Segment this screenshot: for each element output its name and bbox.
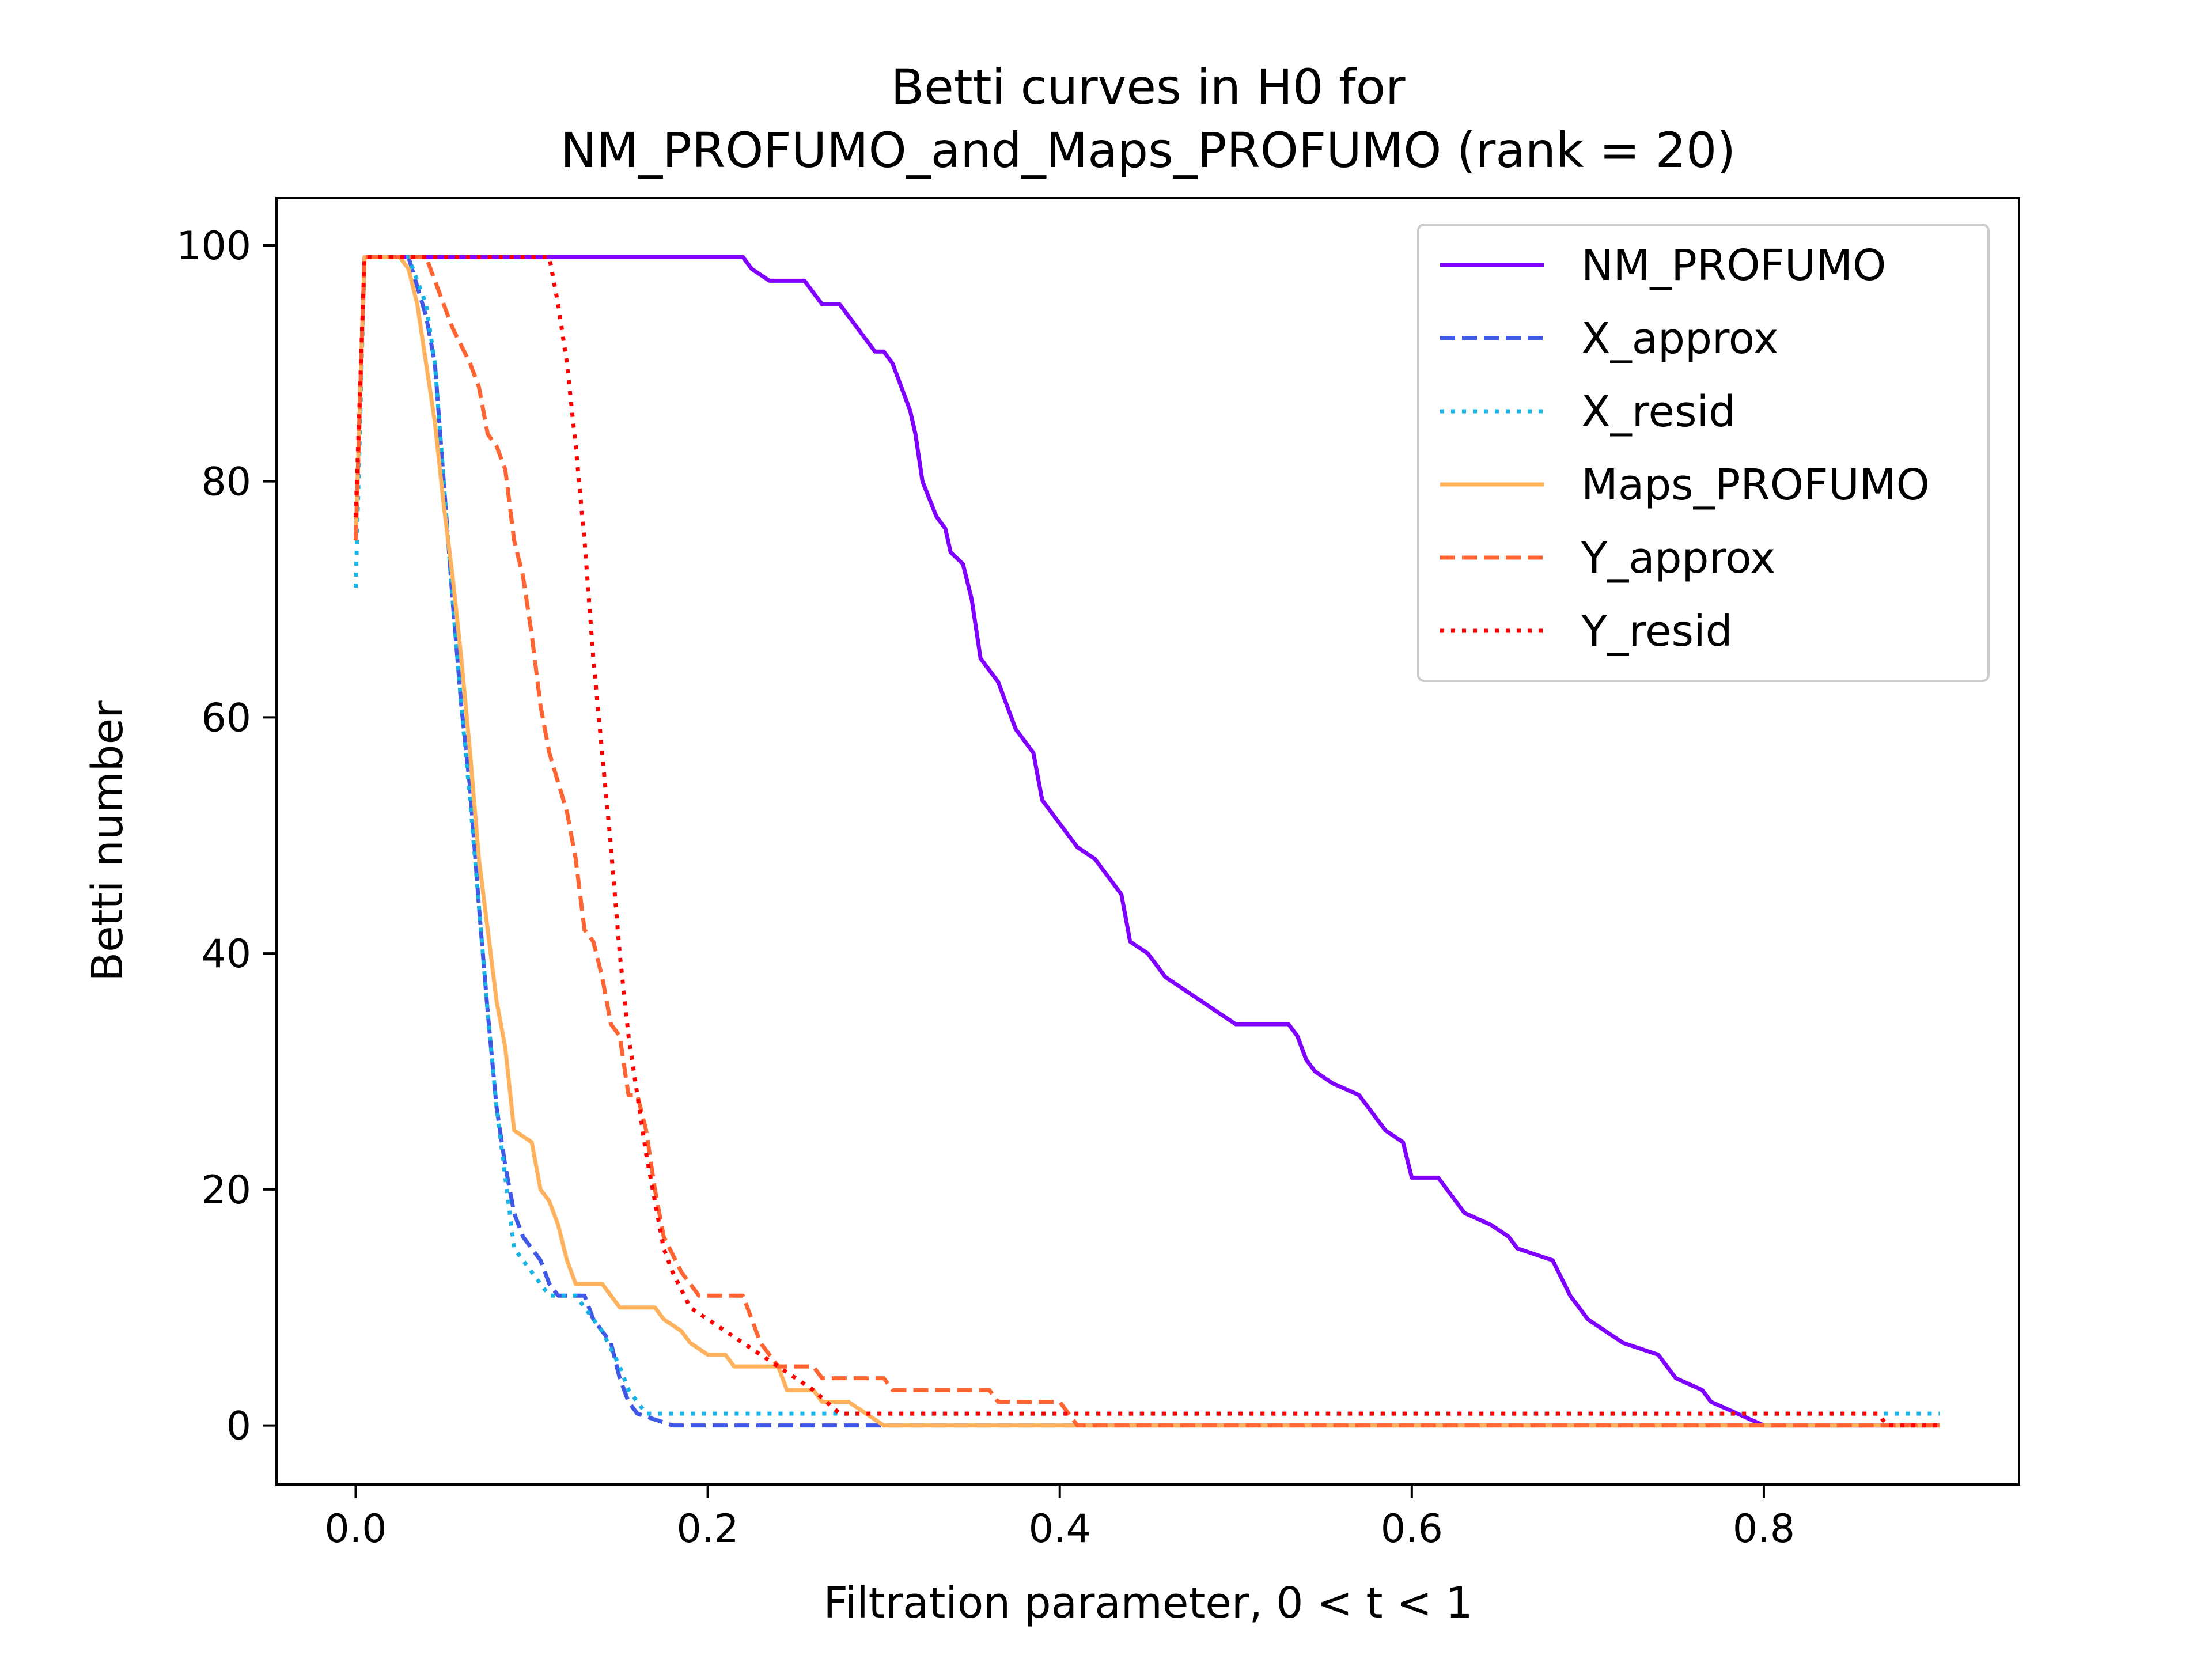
series-line-x-resid (354, 255, 1940, 1416)
y-tick-label: 80 (201, 460, 251, 505)
y-tick-label: 0 (226, 1404, 251, 1449)
legend-items: NM_PROFUMO X_approx X_resid Maps_PROFUMO Y_a… (1440, 241, 1930, 656)
legend-label-maps-profumo: Maps_PROFUMO (1581, 460, 1930, 510)
x-axis-label: Filtration parameter, 0 < t < 1 (823, 1578, 1472, 1628)
legend-label-y-resid: Y_resid (1581, 607, 1733, 656)
legend-label-y-approx: Y_approx (1581, 533, 1775, 583)
x-tick-label: 0.8 (1733, 1506, 1795, 1552)
y-ticks: 0 20 40 60 80 100 (176, 224, 276, 1449)
chart-title: Betti curves in H0 for (891, 59, 1406, 115)
series-line-y-approx (354, 255, 1940, 1428)
plot-area: 0.0 0.2 0.4 0.6 0.8 0 20 40 60 80 100 (176, 197, 2020, 1552)
legend-label-x-approx: X_approx (1581, 314, 1779, 363)
series-line-nm-profumo (354, 255, 1940, 1428)
legend-frame (1417, 224, 1990, 682)
y-tick-label: 40 (201, 931, 251, 977)
legend-label-nm-profumo: NM_PROFUMO (1581, 241, 1886, 290)
series-layer (354, 255, 1940, 1428)
chart-subtitle: NM_PROFUMO_and_Maps_PROFUMO (rank = 20) (560, 122, 1736, 179)
legend-label-x-resid: X_resid (1581, 387, 1736, 437)
y-tick-label: 20 (201, 1168, 251, 1213)
legend: NM_PROFUMO X_approx X_resid Maps_PROFUMO Y_a… (1417, 224, 1990, 682)
y-tick-label: 60 (201, 695, 251, 741)
series-line-y-resid (354, 255, 1940, 1428)
y-tick-label: 100 (176, 224, 251, 269)
series-line-maps-profumo (354, 255, 1940, 1428)
y-axis-label: Betti number (83, 700, 132, 982)
series-line-x-approx (354, 255, 1940, 1428)
x-tick-label: 0.4 (1029, 1506, 1091, 1552)
plot-frame (275, 197, 2020, 1486)
x-tick-label: 0.0 (324, 1506, 387, 1552)
x-tick-label: 0.6 (1381, 1506, 1443, 1552)
x-ticks: 0.0 0.2 0.4 0.6 0.8 (324, 1484, 1795, 1552)
x-tick-label: 0.2 (677, 1506, 739, 1552)
